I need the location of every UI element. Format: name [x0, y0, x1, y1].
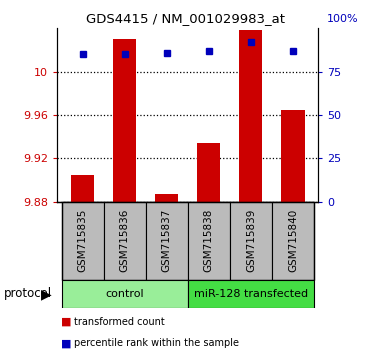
Text: GSM715840: GSM715840 [288, 209, 298, 272]
Text: control: control [105, 289, 144, 299]
Bar [104, 202, 146, 280]
Text: protocol: protocol [4, 287, 52, 300]
Text: miR-128 transfected: miR-128 transfected [194, 289, 308, 299]
Bar [146, 202, 188, 280]
Bar [272, 202, 314, 280]
Text: GSM715839: GSM715839 [246, 209, 256, 273]
Bar [239, 30, 262, 202]
Text: percentile rank within the sample: percentile rank within the sample [74, 338, 239, 348]
Text: GSM715838: GSM715838 [204, 209, 214, 273]
Bar [188, 202, 230, 280]
Text: transformed count: transformed count [74, 317, 165, 327]
Bar [230, 202, 272, 280]
Bar [113, 39, 136, 202]
Bar [61, 202, 104, 280]
Text: ■: ■ [61, 317, 71, 327]
Bar [155, 194, 178, 202]
Text: 100%: 100% [327, 14, 358, 24]
Text: GSM715836: GSM715836 [120, 209, 130, 273]
Text: GSM715837: GSM715837 [162, 209, 172, 273]
Bar [282, 110, 305, 202]
Text: ▶: ▶ [41, 287, 51, 301]
Bar [71, 175, 94, 202]
Bar [197, 143, 221, 202]
Bar [188, 280, 314, 308]
Text: GDS4415 / NM_001029983_at: GDS4415 / NM_001029983_at [85, 12, 285, 25]
Text: ■: ■ [61, 338, 71, 348]
Bar [61, 280, 188, 308]
Text: GSM715835: GSM715835 [78, 209, 88, 273]
